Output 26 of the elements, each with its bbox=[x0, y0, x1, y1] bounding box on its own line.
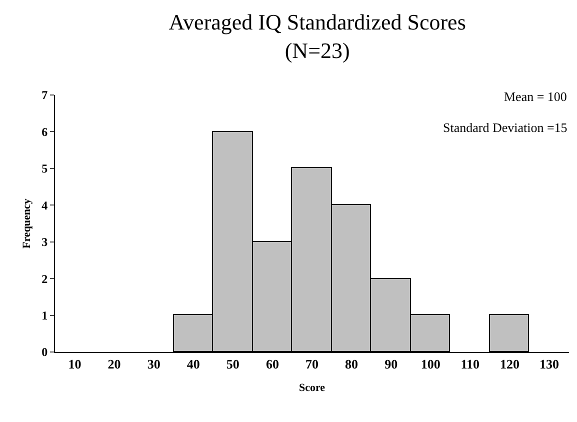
x-tick-label: 40 bbox=[186, 356, 200, 372]
y-tick-label: 7 bbox=[42, 88, 48, 102]
x-tick-label: 90 bbox=[384, 356, 398, 372]
annotation: Mean = 100 bbox=[504, 89, 567, 104]
x-tick-label: 130 bbox=[539, 356, 559, 372]
y-tick-label: 6 bbox=[42, 124, 48, 139]
x-tick-label: 80 bbox=[345, 356, 358, 372]
x-tick-label: 60 bbox=[266, 356, 279, 372]
y-tick-label: 0 bbox=[42, 345, 48, 360]
x-tick-label: 110 bbox=[460, 356, 480, 372]
annotation: Standard Deviation =15 bbox=[443, 120, 568, 135]
x-tick-label: 70 bbox=[306, 356, 318, 372]
y-tick-label: 2 bbox=[42, 272, 48, 286]
x-tick-label: 20 bbox=[108, 356, 121, 372]
y-tick-label: 4 bbox=[42, 198, 48, 212]
x-axis-title: Score bbox=[298, 382, 326, 394]
x-tick-label: 50 bbox=[226, 356, 240, 372]
x-tick-label: 120 bbox=[500, 356, 520, 372]
y-tick-label: 5 bbox=[42, 162, 48, 176]
y-tick-label: 1 bbox=[42, 308, 48, 322]
x-tick-label: 100 bbox=[420, 356, 440, 372]
x-tick-label: 30 bbox=[147, 356, 160, 372]
x-tick-label: 10 bbox=[68, 356, 82, 372]
y-axis-title: Frequency bbox=[21, 198, 34, 248]
chart-title: Averaged IQ Standardized Scores (N=23) bbox=[168, 10, 466, 64]
y-tick-label: 3 bbox=[42, 235, 48, 250]
